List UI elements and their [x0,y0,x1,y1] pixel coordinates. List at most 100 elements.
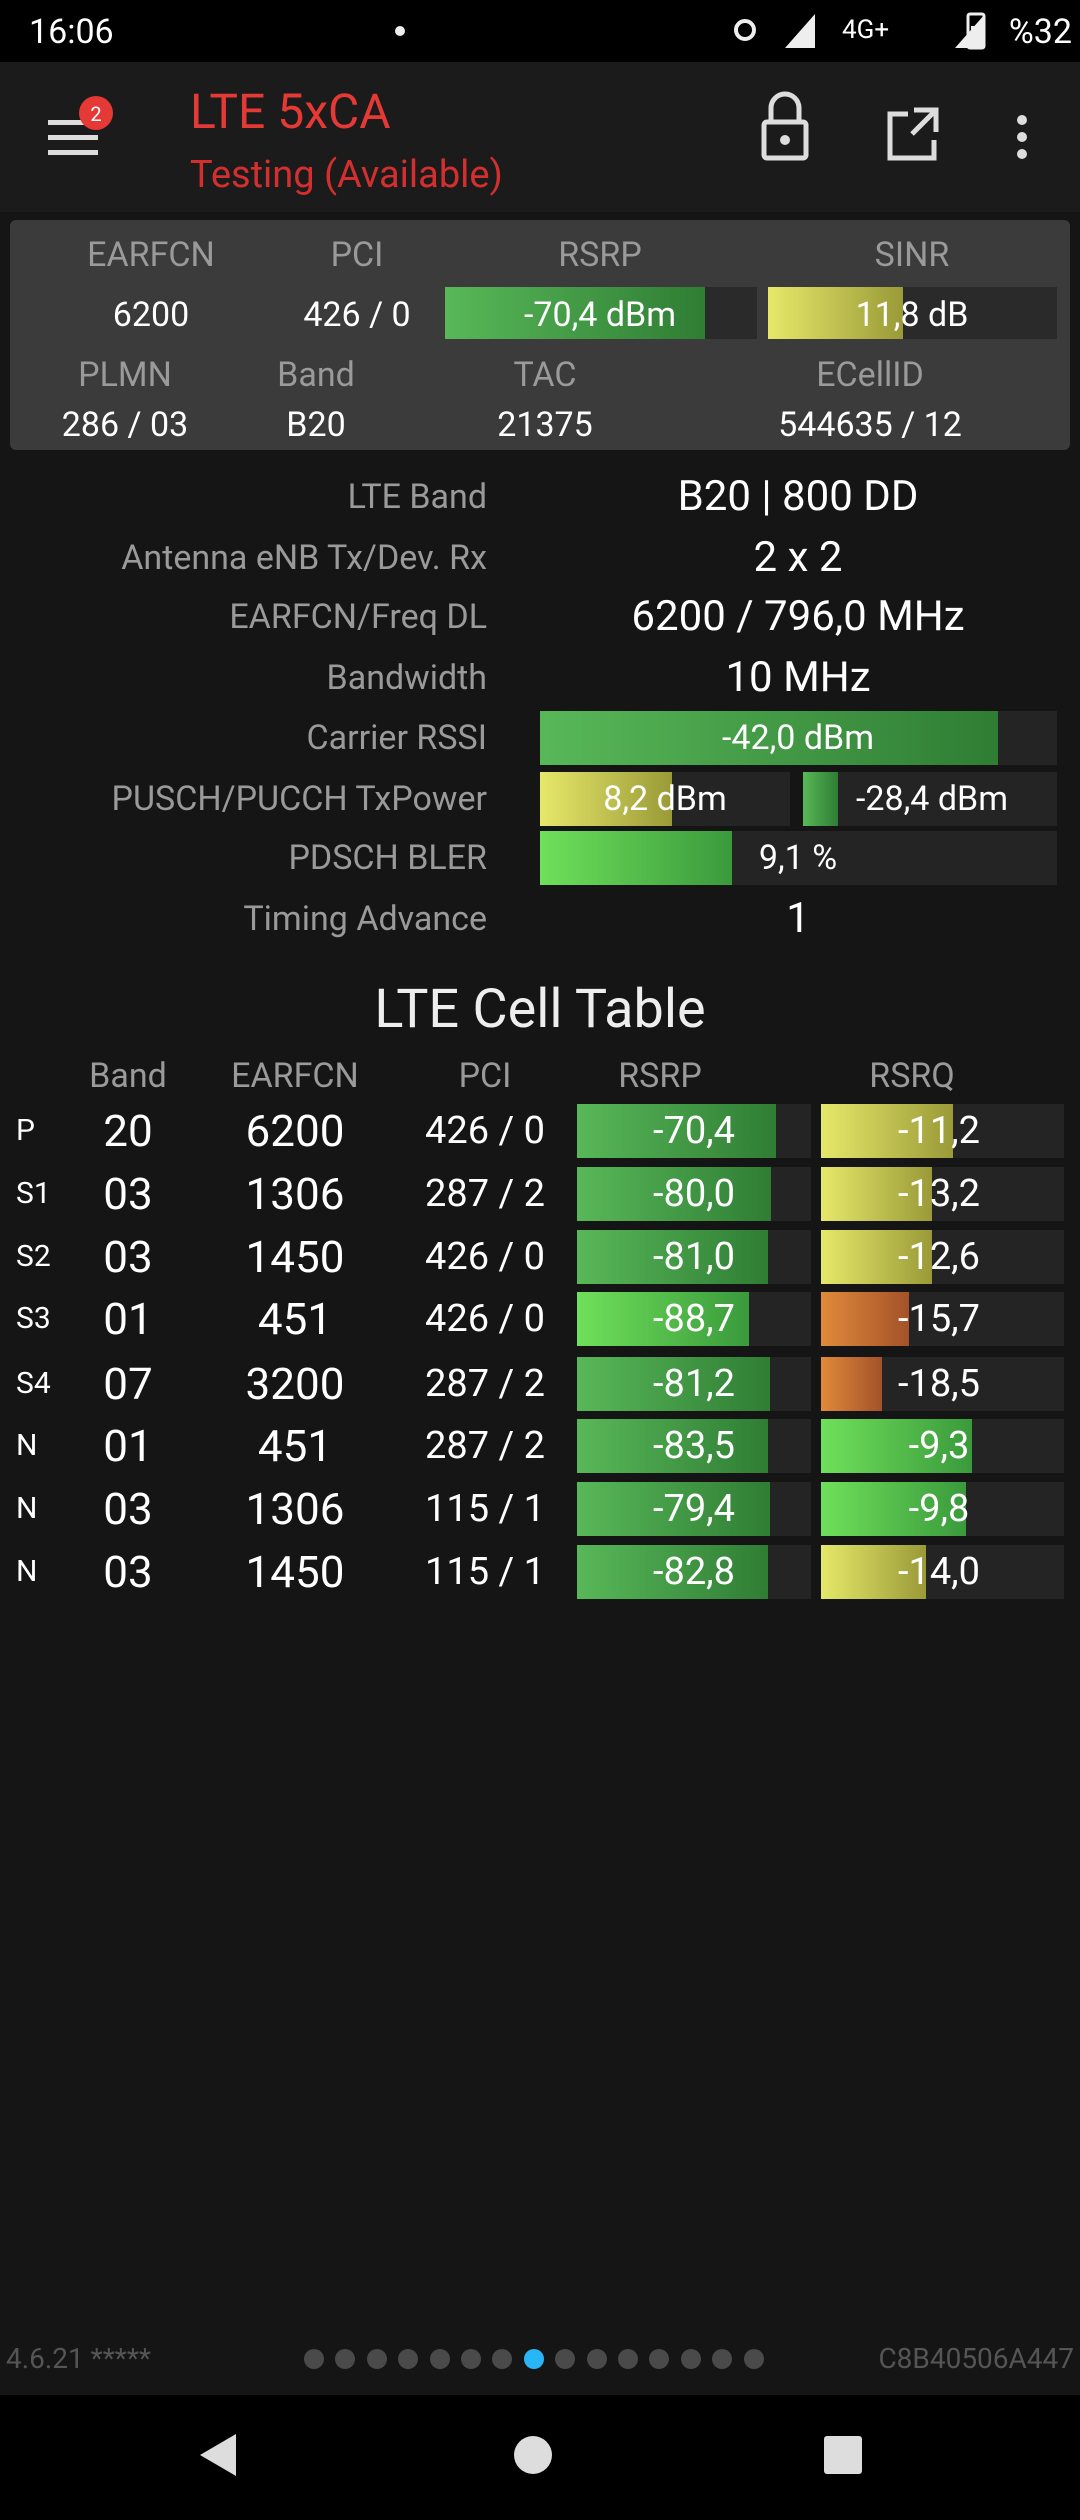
cell-rsrp: -70,4 [652,1109,736,1153]
page-dot[interactable] [555,2349,576,2369]
badge [79,96,113,130]
cell-type: S3 [16,1301,51,1336]
cell-pci: 287 / 2 [425,1172,545,1216]
page-dot[interactable] [649,2349,670,2369]
cell-rsrp: -82,8 [652,1550,736,1594]
cell-rsrp: -80,0 [652,1172,736,1216]
rsrp-bar [445,287,705,339]
cell-band: 03 [103,1168,153,1220]
cell-earfcn: 6200 [245,1105,345,1157]
cell-rsrq: -14,0 [897,1550,981,1594]
cell-type: P [16,1113,35,1148]
rsrq-bar [821,1419,972,1473]
page-dot[interactable] [304,2349,324,2369]
cell-band: 01 [103,1293,153,1345]
cell-earfcn: 451 [257,1420,333,1472]
rsrp-bar [577,1357,770,1411]
detail-label: EARFCN/Freq DL [229,597,487,637]
page-dot[interactable] [680,2349,701,2369]
rsrp-bar [577,1167,771,1221]
cell-rsrq: -15,7 [897,1297,981,1341]
page-dot[interactable] [523,2349,544,2369]
cell-pci: 426 / 0 [425,1109,545,1153]
status-icons [395,12,986,50]
page-dot[interactable] [461,2349,481,2369]
cell-earfcn: 1450 [245,1231,345,1283]
summary-label: PLMN [78,355,172,395]
rsrq-bar [821,1545,926,1599]
page-dot[interactable] [743,2349,764,2369]
column-header: Band [89,1056,167,1096]
rsrp-bar [577,1230,768,1284]
cell-rsrq: -18,5 [897,1362,981,1406]
pucch-track [803,772,1057,826]
page-dot[interactable] [366,2349,387,2369]
cell-pci: 426 / 0 [425,1235,545,1279]
summary-label: SINR [874,235,950,275]
cell-band: 03 [103,1483,153,1535]
page-dot[interactable] [492,2349,513,2369]
sinr-bar [768,287,903,339]
badge-count: 2 [90,102,102,126]
column-header: RSRP [618,1056,702,1096]
device-id: C8B40506A447 [878,2342,1074,2375]
app-bar [0,62,1080,212]
summary-label: TAC [513,355,577,395]
cell-rsrq: -9,3 [908,1424,970,1468]
cell-type: S2 [16,1239,51,1274]
summary-value: 21375 [497,405,593,445]
lock-button[interactable] [761,91,809,161]
cell-rsrq: -12,6 [897,1235,981,1279]
cell-band: 07 [103,1358,153,1410]
battery-level: %32 [1008,12,1072,52]
page-dot[interactable] [398,2349,419,2369]
recents-button[interactable] [824,2436,862,2474]
cell-earfcn: 3200 [245,1358,345,1410]
share-button[interactable] [887,107,939,161]
rsrq-bar [821,1104,953,1158]
summary-label: EARFCN [87,235,215,275]
home-button[interactable] [514,2436,552,2474]
cell-pci: 287 / 2 [425,1424,545,1468]
page-dot[interactable] [618,2349,638,2369]
cell-rsrp: -88,7 [652,1297,736,1341]
detail-label: PDSCH BLER [288,838,487,878]
detail-value: 10 MHz [725,653,871,702]
cell-rsrp: -79,4 [652,1487,736,1531]
back-button[interactable] [200,2434,236,2476]
cell-earfcn: 451 [257,1293,333,1345]
detail-label: Timing Advance [243,899,487,939]
cell-pci: 287 / 2 [425,1362,545,1406]
cell-pci: 115 / 1 [425,1550,545,1594]
rsrp-bar [577,1482,770,1536]
rsrq-bar [821,1357,882,1411]
cell-earfcn: 1306 [245,1483,345,1535]
rsrp-bar [577,1419,768,1473]
more-button[interactable] [1017,115,1027,159]
cell-rsrq: -9,8 [908,1487,970,1531]
app-title: LTE 5xCA [190,83,391,140]
rsrq-bar [821,1230,932,1284]
cell-band: 03 [103,1231,153,1283]
rsrq-bar [821,1482,966,1536]
page-dot[interactable] [429,2349,450,2369]
cell-type: N [16,1428,38,1463]
summary-label: Band [277,355,355,395]
cell-type: S1 [16,1176,51,1211]
detail-label: PUSCH/PUCCH TxPower [111,779,487,819]
detail-value: 8,2 dBm [603,779,727,819]
column-header: EARFCN [231,1056,359,1096]
page-dot[interactable] [335,2349,356,2369]
rsrp-bar [577,1545,768,1599]
summary-value: B20 [286,405,346,445]
cell-type: N [16,1554,38,1589]
rsrq-bar [821,1167,932,1221]
cell-earfcn: 1450 [245,1546,345,1598]
clock: 16:06 [29,12,114,52]
page-dot[interactable] [586,2349,607,2369]
cell-band: 20 [103,1105,153,1157]
detail-value: -28,4 dBm [855,779,1009,819]
menu-button[interactable] [48,120,98,155]
page-dot[interactable] [712,2349,733,2369]
